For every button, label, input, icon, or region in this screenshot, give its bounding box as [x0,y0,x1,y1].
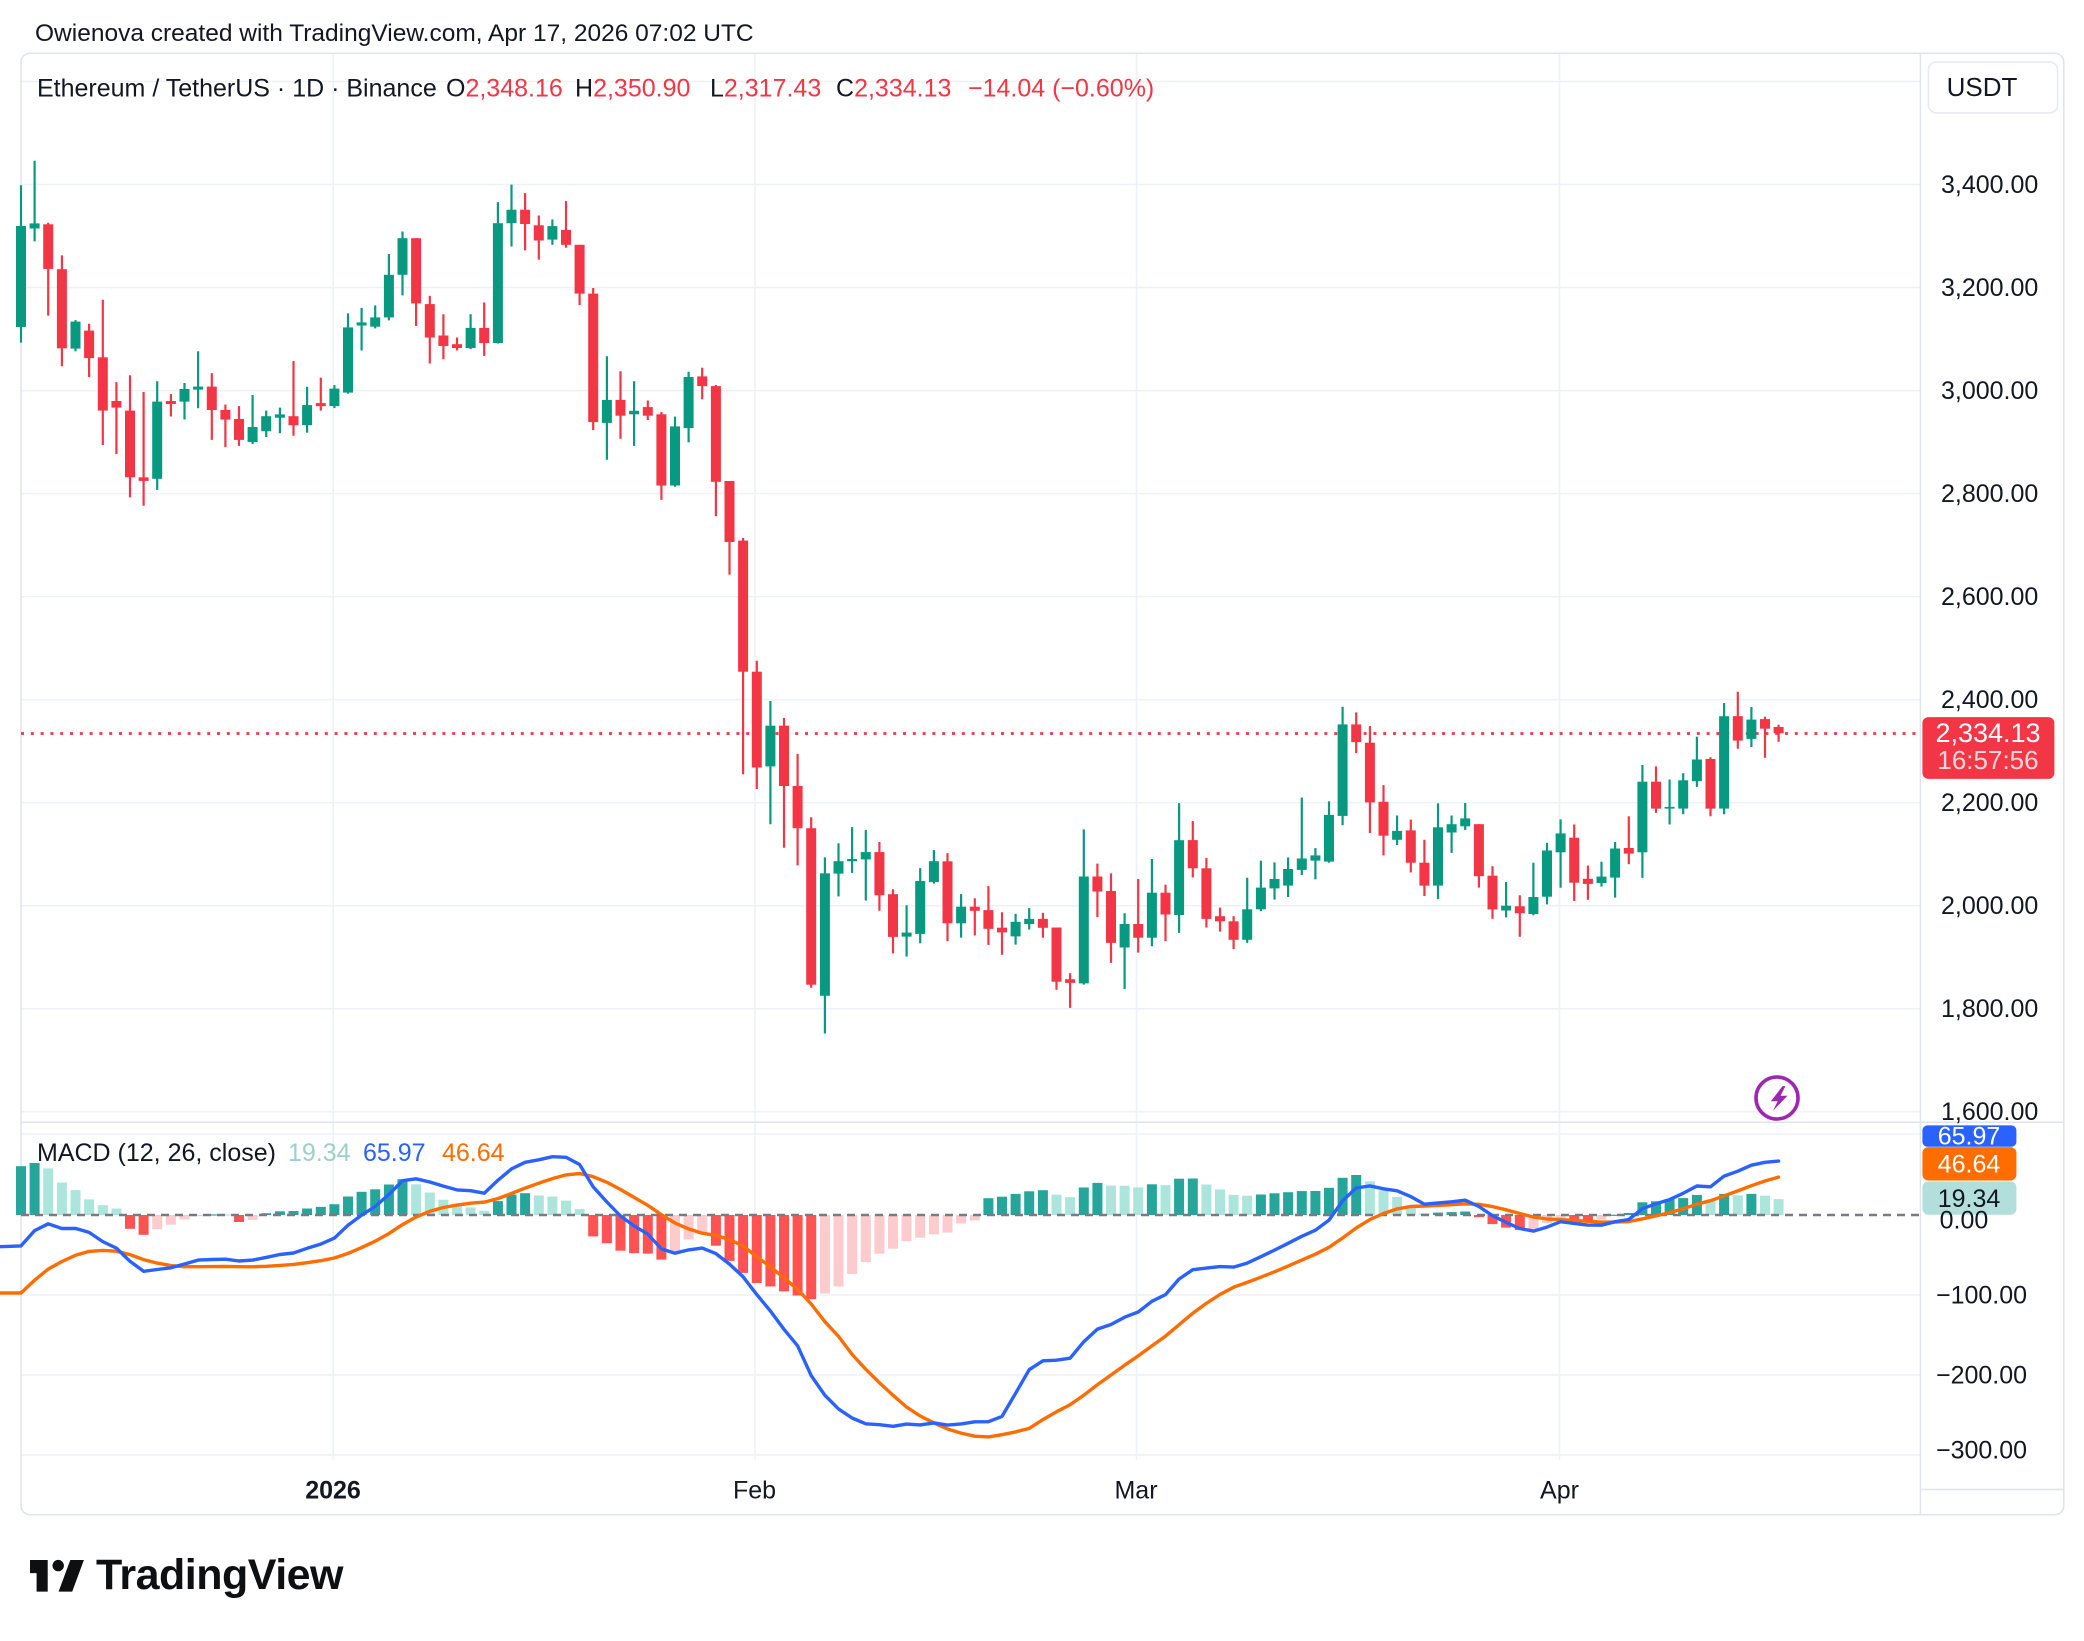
svg-text:L2,317.43: L2,317.43 [710,75,821,103]
svg-text:C2,334.13: C2,334.13 [836,75,951,103]
svg-text:2,800.00: 2,800.00 [1941,480,2038,508]
svg-text:1,600.00: 1,600.00 [1941,1098,2038,1126]
svg-text:Ethereum / TetherUS · 1D · Bin: Ethereum / TetherUS · 1D · Binance [37,75,437,103]
svg-text:Owienova created with TradingV: Owienova created with TradingView.com, A… [35,20,754,47]
svg-text:USDT: USDT [1947,72,2018,102]
svg-text:2,400.00: 2,400.00 [1941,686,2038,714]
svg-text:3,000.00: 3,000.00 [1941,377,2038,405]
svg-text:2,600.00: 2,600.00 [1941,583,2038,611]
svg-text:TradingView: TradingView [96,1551,344,1599]
svg-text:46.64: 46.64 [1938,1151,2001,1179]
svg-text:−14.04 (−0.60%): −14.04 (−0.60%) [968,75,1154,103]
svg-text:2,200.00: 2,200.00 [1941,789,2038,817]
svg-text:0.00: 0.00 [1940,1207,1989,1235]
svg-text:O2,348.16: O2,348.16 [446,75,563,103]
svg-text:16:57:56: 16:57:56 [1937,745,2038,775]
svg-text:Mar: Mar [1114,1477,1157,1505]
svg-text:H2,350.90: H2,350.90 [575,75,690,103]
svg-text:Apr: Apr [1540,1477,1579,1505]
svg-text:65.97: 65.97 [363,1139,426,1167]
svg-text:46.64: 46.64 [442,1139,505,1167]
svg-text:3,400.00: 3,400.00 [1941,171,2038,199]
svg-text:−300.00: −300.00 [1936,1437,2027,1465]
svg-text:65.97: 65.97 [1938,1123,2001,1151]
svg-text:−200.00: −200.00 [1936,1362,2027,1390]
svg-text:3,200.00: 3,200.00 [1941,274,2038,302]
svg-text:2,334.13: 2,334.13 [1935,718,2040,748]
svg-text:19.34: 19.34 [1938,1185,2001,1213]
svg-text:−100.00: −100.00 [1936,1282,2027,1310]
svg-text:2,000.00: 2,000.00 [1941,892,2038,920]
svg-text:19.34: 19.34 [288,1139,351,1167]
svg-text:1,800.00: 1,800.00 [1941,995,2038,1023]
svg-text:Feb: Feb [733,1477,776,1505]
svg-text:2026: 2026 [305,1477,361,1505]
svg-text:MACD (12, 26, close): MACD (12, 26, close) [37,1139,276,1167]
